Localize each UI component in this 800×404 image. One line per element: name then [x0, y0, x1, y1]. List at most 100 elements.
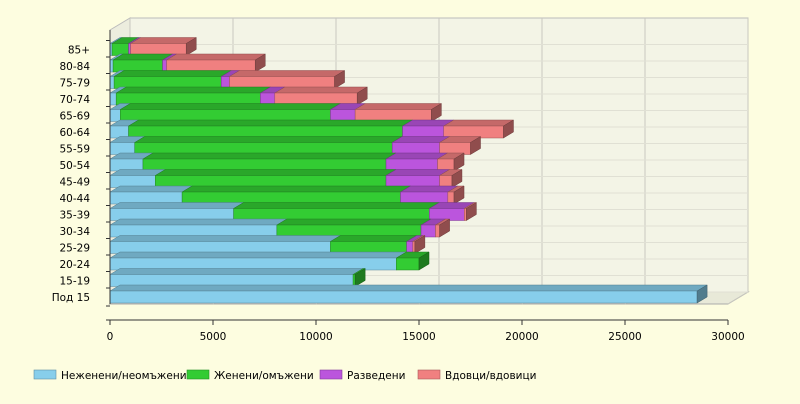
bar-25-29-2 — [330, 241, 407, 254]
bar-top — [109, 202, 245, 209]
bar-80-84-4 — [166, 59, 256, 73]
y-tick-label: 15-19 — [59, 276, 90, 288]
bar-75-79-3 — [220, 76, 230, 89]
bar-70-74-4 — [274, 92, 358, 106]
bar-50-54-3 — [385, 158, 438, 172]
bar-15-19-2 — [352, 274, 356, 287]
x-tick-label: 30000 — [711, 331, 744, 343]
y-tick-label: 40-44 — [59, 193, 90, 205]
bar-80-84-3 — [162, 59, 167, 73]
y-tick-label: 65-69 — [59, 111, 90, 123]
bar-75-79-4 — [229, 76, 335, 89]
x-tick-label: 20000 — [505, 331, 538, 343]
x-tick-label: 0 — [107, 331, 114, 343]
bar-end — [431, 103, 442, 122]
bar-50-54-1 — [109, 158, 144, 172]
bar-top — [109, 251, 408, 259]
bar-end — [439, 218, 450, 238]
bar-top — [109, 284, 709, 292]
bar-15-19-1 — [109, 274, 354, 287]
y-tick-label: 35-39 — [59, 210, 90, 222]
bar-40-44-3 — [400, 191, 449, 205]
bar-top — [228, 70, 346, 77]
bar-60-64-3 — [402, 125, 444, 139]
y-tick-label: 60-64 — [59, 127, 90, 139]
bar-Под 15-1 — [109, 290, 698, 304]
bar-20-24-1 — [109, 257, 397, 271]
bar-end — [453, 152, 465, 172]
bar-70-74-2 — [115, 92, 261, 106]
y-tick-label: 75-79 — [59, 78, 90, 90]
bar-50-54-2 — [142, 158, 387, 172]
legend-swatch — [186, 369, 210, 380]
bar-top — [273, 86, 369, 94]
bar-40-44-4 — [447, 191, 455, 205]
legend-label: Неженени/неомъжени — [61, 370, 187, 382]
bar-top — [109, 235, 342, 242]
bar-end — [503, 119, 514, 139]
bar-top — [109, 185, 194, 193]
bar-end — [334, 70, 345, 89]
legend-swatch — [417, 369, 441, 380]
bar-55-59-1 — [109, 142, 135, 155]
bar-end — [414, 235, 426, 254]
bar-65-69-2 — [120, 109, 331, 122]
bar-30-34-2 — [276, 224, 422, 238]
bar-end — [185, 37, 197, 56]
bar-85+-3 — [128, 43, 131, 56]
bar-65-69-4 — [354, 109, 432, 122]
bar-45-49-4 — [439, 175, 453, 188]
bar-end — [418, 251, 430, 271]
bar-top — [385, 152, 449, 160]
bar-75-79-2 — [113, 76, 222, 89]
bar-40-44-2 — [181, 191, 401, 205]
bar-top — [109, 218, 288, 226]
bar-end — [453, 185, 465, 205]
bar-end — [466, 202, 477, 221]
bar-30-34-4 — [435, 224, 440, 238]
bar-20-24-2 — [396, 257, 420, 271]
x-tick-label: 25000 — [608, 331, 641, 343]
y-tick-label: Под 15 — [52, 292, 90, 304]
bar-25-29-4 — [412, 241, 416, 254]
bar-top — [142, 152, 397, 160]
y-tick-label: 85+ — [68, 45, 90, 57]
bar-end — [451, 169, 463, 188]
legend-label: Женени/омъжени — [214, 370, 314, 382]
x-tick-label: 5000 — [200, 331, 227, 343]
bar-35-39-2 — [233, 208, 430, 221]
bar-top — [232, 202, 441, 209]
legend-swatch — [319, 369, 343, 380]
bar-70-74-1 — [109, 92, 117, 106]
bar-25-29-1 — [109, 241, 331, 254]
bar-top — [115, 86, 272, 94]
y-tick-label: 55-59 — [59, 144, 90, 156]
bar-top — [329, 235, 418, 242]
y-tick-label: 20-24 — [59, 259, 90, 271]
bar-35-39-4 — [464, 208, 467, 221]
x-tick-label: 10000 — [299, 331, 332, 343]
gridline-floor — [727, 291, 749, 305]
x-tick-label: 15000 — [402, 331, 435, 343]
bar-85+-4 — [130, 43, 187, 56]
bar-top — [133, 136, 404, 143]
bar-60-64-4 — [443, 125, 504, 139]
bar-top — [154, 169, 397, 176]
bar-end — [354, 268, 366, 287]
bar-end — [696, 284, 708, 304]
legend-label: Вдовци/вдовици — [445, 370, 536, 382]
bar-end — [254, 53, 266, 73]
bar-top — [129, 37, 198, 44]
bar-85+-2 — [111, 43, 129, 56]
bar-55-59-4 — [439, 142, 471, 155]
y-tick-label: 80-84 — [59, 61, 90, 73]
bar-end — [470, 136, 481, 155]
y-tick-label: 70-74 — [59, 94, 90, 106]
bar-top — [113, 70, 233, 77]
bar-50-54-4 — [437, 158, 455, 172]
bar-45-49-3 — [385, 175, 440, 188]
bar-55-59-2 — [134, 142, 393, 155]
legend-label: Разведени — [347, 370, 405, 382]
